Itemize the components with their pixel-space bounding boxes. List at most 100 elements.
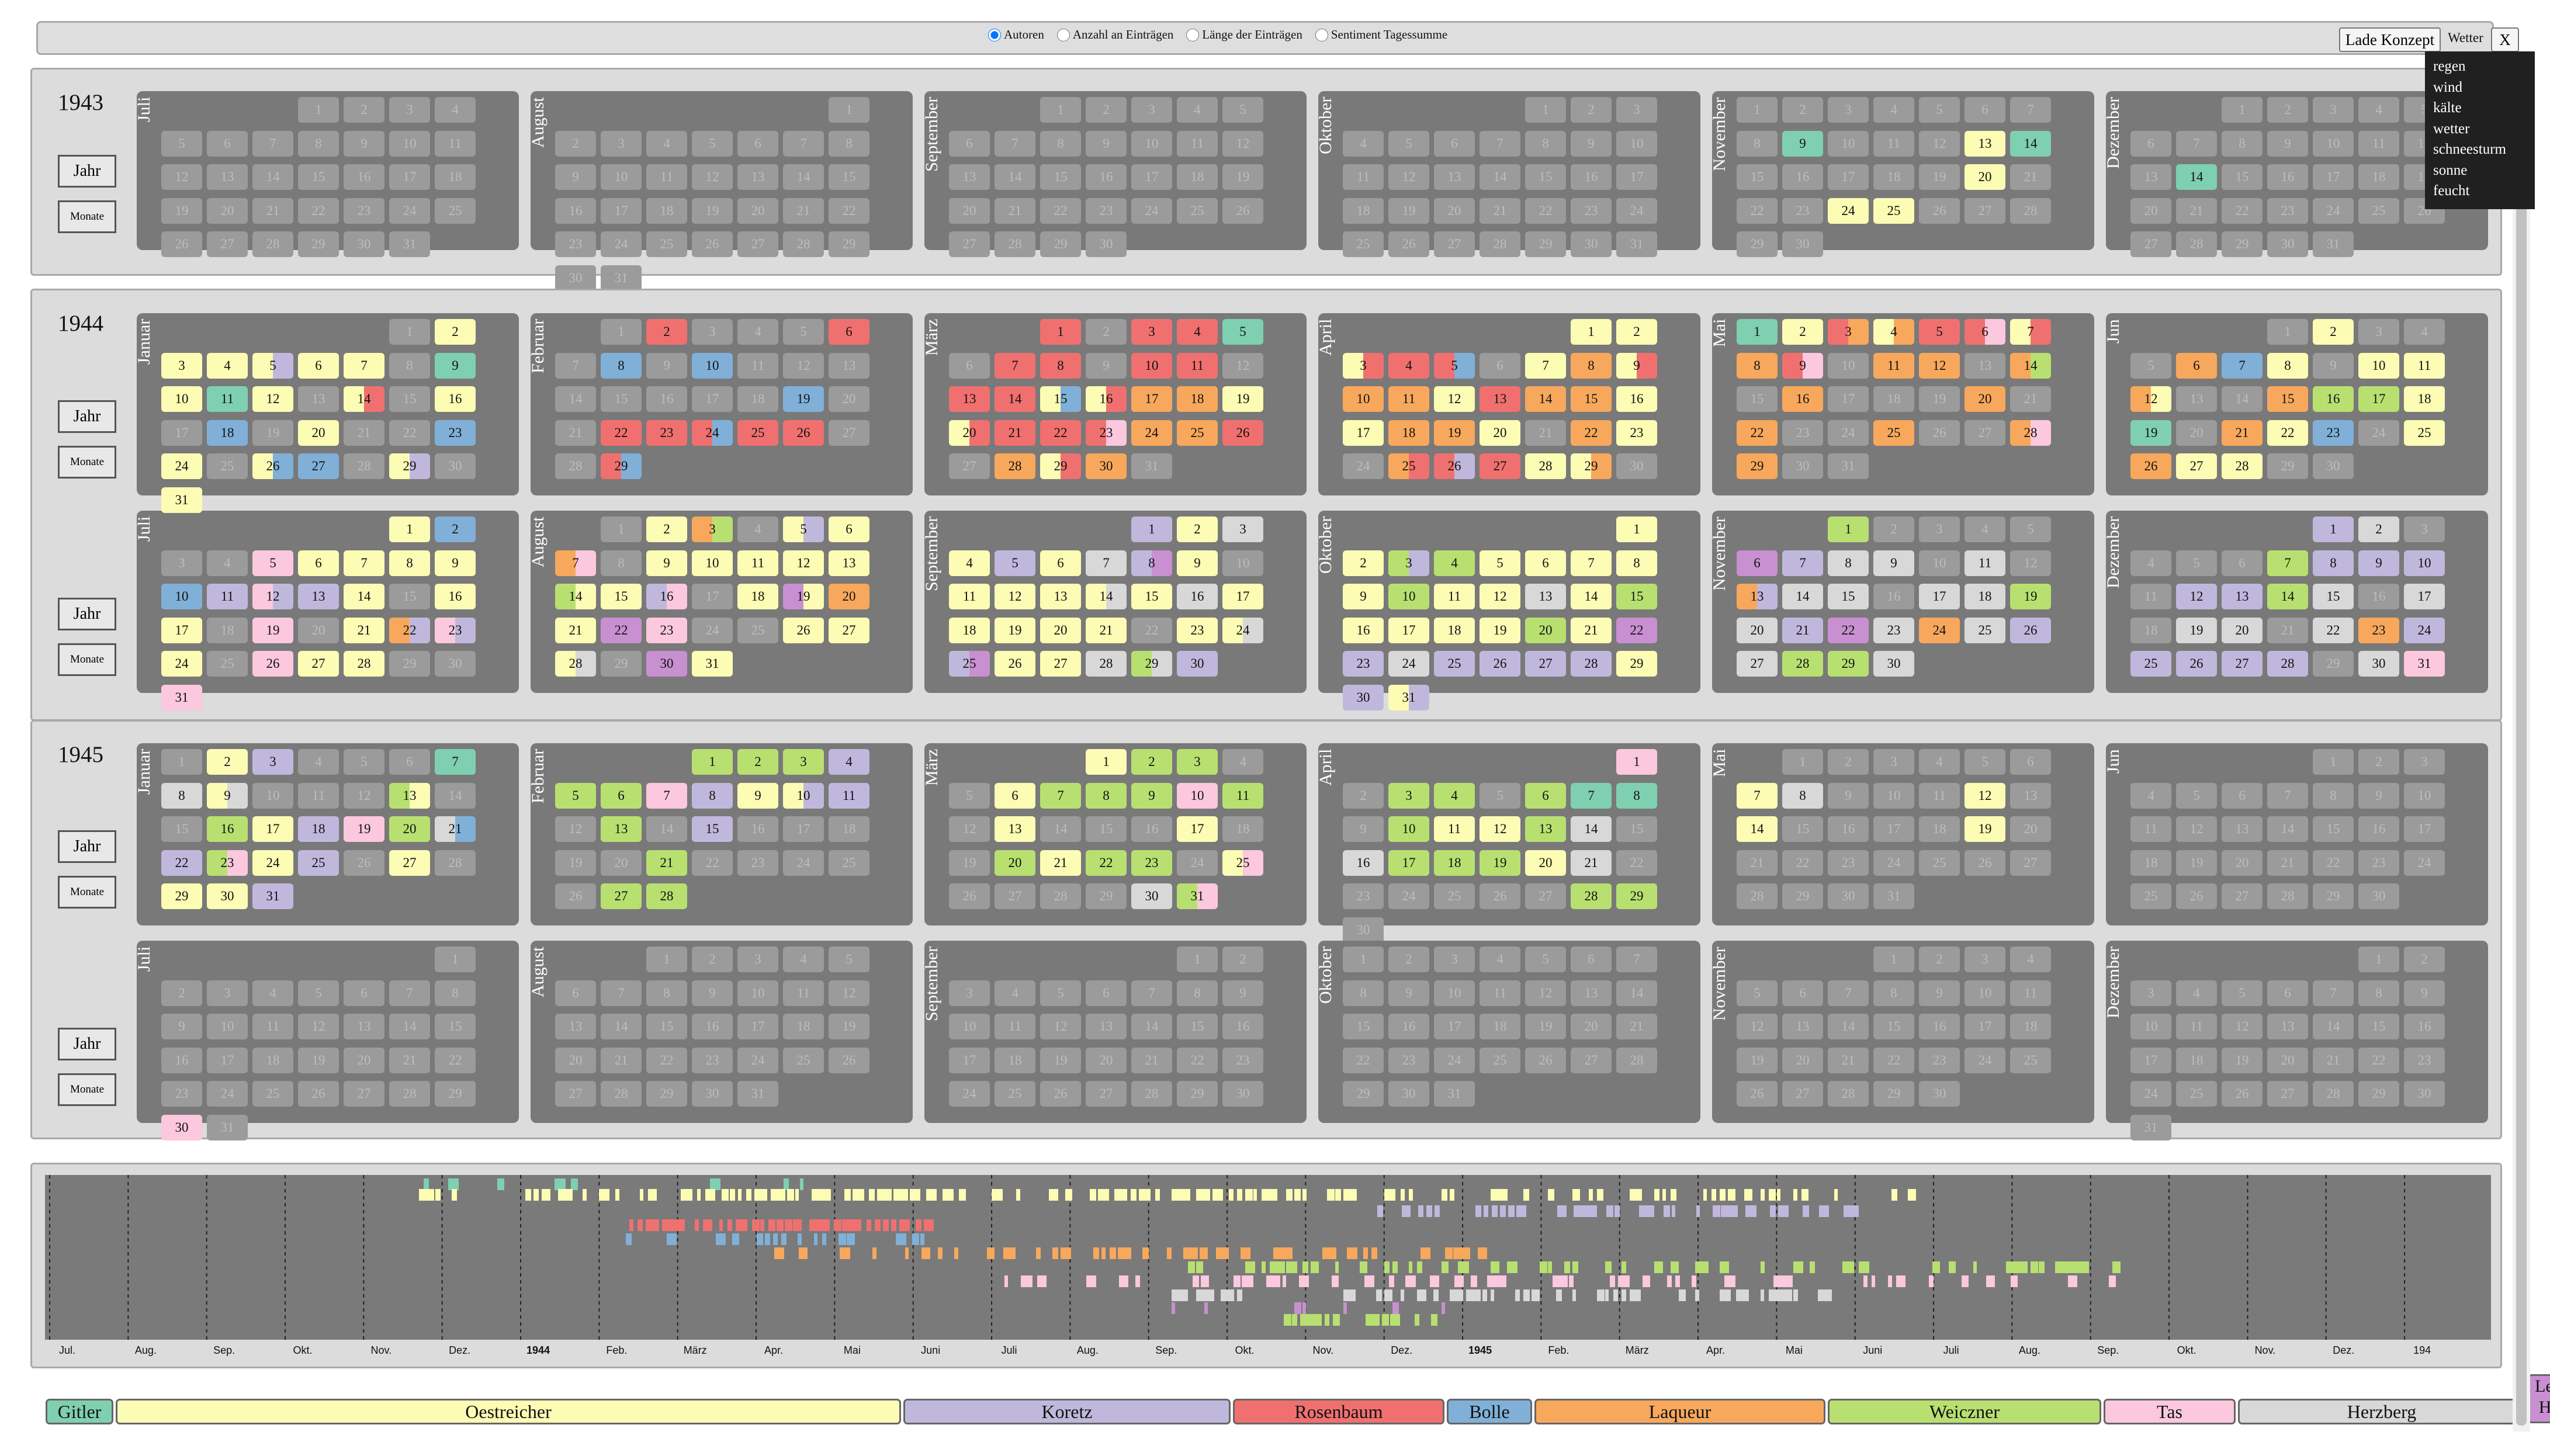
- day-cell[interactable]: 9: [737, 782, 778, 809]
- day-cell[interactable]: 26: [1525, 1047, 1566, 1073]
- day-cell[interactable]: 7: [1828, 980, 1869, 1006]
- day-cell[interactable]: 10: [389, 130, 430, 157]
- day-cell[interactable]: 11: [2358, 130, 2399, 157]
- day-cell[interactable]: 29: [1873, 1081, 1914, 1107]
- day-cell[interactable]: 9: [1782, 352, 1823, 379]
- day-cell[interactable]: 1: [1343, 947, 1384, 972]
- day-cell[interactable]: 14: [2313, 1014, 2354, 1039]
- day-cell[interactable]: 5: [1222, 319, 1263, 345]
- day-cell[interactable]: 9: [2358, 782, 2399, 809]
- day-cell[interactable]: 13: [389, 782, 430, 809]
- day-cell[interactable]: 27: [1525, 651, 1566, 677]
- day-cell[interactable]: 27: [2222, 651, 2263, 677]
- day-cell[interactable]: 18: [1919, 816, 1960, 842]
- day-cell[interactable]: 10: [2358, 352, 2399, 379]
- day-cell[interactable]: 1: [601, 319, 642, 345]
- day-cell[interactable]: 31: [1388, 684, 1429, 710]
- day-cell[interactable]: 10: [737, 980, 778, 1006]
- day-cell[interactable]: 28: [2010, 197, 2051, 224]
- day-cell[interactable]: 8: [601, 550, 642, 576]
- day-cell[interactable]: 16: [2267, 164, 2308, 190]
- day-cell[interactable]: 11: [829, 782, 869, 809]
- day-cell[interactable]: 24: [2130, 1081, 2171, 1107]
- day-cell[interactable]: 1: [1086, 749, 1127, 775]
- day-cell[interactable]: 26: [344, 850, 384, 876]
- day-cell[interactable]: 26: [1737, 1081, 1778, 1107]
- day-cell[interactable]: 3: [2130, 980, 2171, 1006]
- day-cell[interactable]: 11: [435, 130, 476, 157]
- day-cell[interactable]: 23: [1222, 1047, 1263, 1073]
- day-cell[interactable]: 20: [389, 816, 430, 842]
- day-cell[interactable]: 1: [1828, 516, 1869, 542]
- load-concept-button[interactable]: Lade Konzept: [2339, 27, 2441, 52]
- day-cell[interactable]: 2: [737, 749, 778, 775]
- day-cell[interactable]: 25: [1873, 420, 1914, 446]
- day-cell[interactable]: 20: [601, 850, 642, 876]
- day-cell[interactable]: 30: [1828, 883, 1869, 909]
- day-cell[interactable]: 19: [1040, 1047, 1081, 1073]
- day-cell[interactable]: 15: [1616, 584, 1657, 609]
- day-cell[interactable]: 14: [1571, 584, 1612, 609]
- day-cell[interactable]: 10: [161, 584, 202, 609]
- day-cell[interactable]: 3: [783, 749, 824, 775]
- day-cell[interactable]: 9: [555, 164, 596, 190]
- day-cell[interactable]: 1: [2267, 319, 2308, 345]
- day-cell[interactable]: 8: [1737, 352, 1778, 379]
- day-cell[interactable]: 19: [1222, 164, 1263, 190]
- day-cell[interactable]: 29: [829, 231, 869, 257]
- day-cell[interactable]: 3: [1131, 319, 1172, 345]
- day-cell[interactable]: 1: [435, 947, 476, 972]
- day-cell[interactable]: 23: [1177, 617, 1218, 643]
- day-cell[interactable]: 25: [1965, 617, 2005, 643]
- day-cell[interactable]: 18: [298, 816, 339, 842]
- day-cell[interactable]: 11: [737, 550, 778, 576]
- day-cell[interactable]: 15: [389, 584, 430, 609]
- day-cell[interactable]: 5: [252, 550, 293, 576]
- day-cell[interactable]: 4: [1919, 749, 1960, 775]
- day-cell[interactable]: 4: [1177, 319, 1218, 345]
- day-cell[interactable]: 23: [1086, 197, 1127, 224]
- day-cell[interactable]: 30: [1919, 1081, 1960, 1107]
- day-cell[interactable]: 13: [949, 164, 990, 190]
- day-cell[interactable]: 15: [1571, 386, 1612, 412]
- day-cell[interactable]: 1: [2358, 947, 2399, 972]
- day-cell[interactable]: 26: [2130, 453, 2171, 479]
- day-cell[interactable]: 20: [298, 420, 339, 446]
- day-cell[interactable]: 12: [1480, 816, 1520, 842]
- day-cell[interactable]: 25: [949, 651, 990, 677]
- day-cell[interactable]: 31: [2130, 1114, 2171, 1140]
- day-cell[interactable]: 15: [435, 1014, 476, 1039]
- day-cell[interactable]: 23: [1782, 197, 1823, 224]
- day-cell[interactable]: 19: [161, 197, 202, 224]
- day-cell[interactable]: 2: [2358, 749, 2399, 775]
- day-cell[interactable]: 14: [1782, 584, 1823, 609]
- day-cell[interactable]: 18: [1222, 816, 1263, 842]
- day-cell[interactable]: 13: [737, 164, 778, 190]
- day-cell[interactable]: 14: [2267, 584, 2308, 609]
- author-chip-tas[interactable]: Tas: [2104, 1399, 2236, 1424]
- day-cell[interactable]: 9: [1571, 130, 1612, 157]
- day-cell[interactable]: 9: [646, 550, 687, 576]
- day-cell[interactable]: 26: [252, 651, 293, 677]
- day-cell[interactable]: 1: [1873, 947, 1914, 972]
- day-cell[interactable]: 27: [829, 617, 869, 643]
- day-cell[interactable]: 3: [1965, 947, 2005, 972]
- day-cell[interactable]: 23: [344, 197, 384, 224]
- day-cell[interactable]: 12: [2176, 584, 2217, 609]
- day-cell[interactable]: 13: [601, 816, 642, 842]
- day-cell[interactable]: 14: [995, 386, 1035, 412]
- day-cell[interactable]: 14: [995, 164, 1035, 190]
- day-cell[interactable]: 16: [2358, 584, 2399, 609]
- author-chip-weiczner[interactable]: Weiczner: [1828, 1399, 2101, 1424]
- day-cell[interactable]: 17: [2358, 386, 2399, 412]
- timeline-chart[interactable]: Jul. Aug. Sep. Okt. Nov. Dez. 1944 Feb. März Apr.…: [45, 1175, 2491, 1360]
- day-cell[interactable]: 9: [161, 1014, 202, 1039]
- day-cell[interactable]: 23: [1571, 197, 1612, 224]
- day-cell[interactable]: 12: [2010, 550, 2051, 576]
- day-cell[interactable]: 10: [2404, 782, 2445, 809]
- day-cell[interactable]: 2: [1873, 516, 1914, 542]
- day-cell[interactable]: 28: [1571, 883, 1612, 909]
- day-cell[interactable]: 5: [1040, 980, 1081, 1006]
- day-cell[interactable]: 3: [1828, 319, 1869, 345]
- day-cell[interactable]: 16: [1782, 386, 1823, 412]
